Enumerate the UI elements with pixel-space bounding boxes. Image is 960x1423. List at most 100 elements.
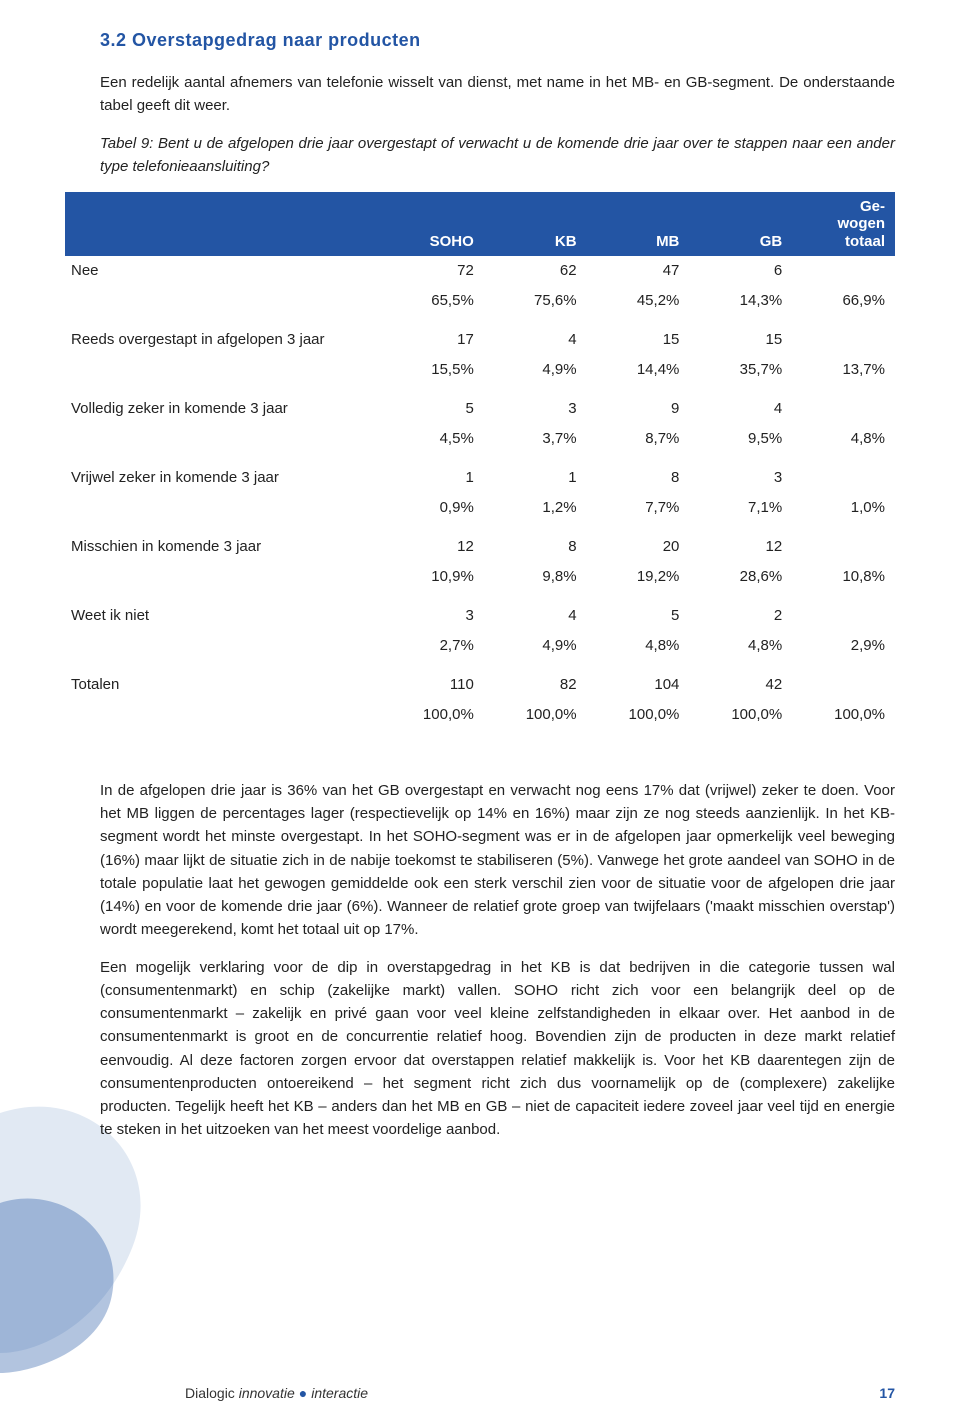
col-blank	[65, 192, 381, 256]
cell: 8,7%	[587, 424, 690, 463]
cell: 4	[484, 601, 587, 632]
table-row: Weet ik niet3452	[65, 601, 895, 632]
cell: 4,9%	[484, 631, 587, 670]
cell: 104	[587, 670, 690, 701]
cell: 4,8%	[689, 631, 792, 670]
row-label	[65, 700, 381, 739]
row-label	[65, 424, 381, 463]
col-totaal: Ge-wogentotaal	[792, 192, 895, 256]
cell: 14,4%	[587, 355, 690, 394]
cell: 15	[689, 325, 792, 356]
table-row: Reeds overgestapt in afgelopen 3 jaar174…	[65, 325, 895, 356]
cell: 3,7%	[484, 424, 587, 463]
cell: 100,0%	[484, 700, 587, 739]
cell: 1	[484, 463, 587, 494]
page-footer: Dialogic innovatie●interactie 17	[65, 1385, 895, 1401]
cell	[792, 256, 895, 287]
table-row: 100,0%100,0%100,0%100,0%100,0%	[65, 700, 895, 739]
cell	[792, 394, 895, 425]
footer-brand-dot: ●	[295, 1385, 311, 1401]
cell: 14,3%	[689, 286, 792, 325]
cell: 2	[689, 601, 792, 632]
col-gb: GB	[689, 192, 792, 256]
cell: 72	[381, 256, 484, 287]
cell: 8	[484, 532, 587, 563]
cell	[792, 532, 895, 563]
row-label: Volledig zeker in komende 3 jaar	[65, 394, 381, 425]
swoosh-shape-1	[0, 1107, 141, 1353]
cell: 9	[587, 394, 690, 425]
cell	[792, 601, 895, 632]
cell: 10,9%	[381, 562, 484, 601]
table-row: Misschien in komende 3 jaar1282012	[65, 532, 895, 563]
cell: 13,7%	[792, 355, 895, 394]
col-mb: MB	[587, 192, 690, 256]
table-header-row: SOHO KB MB GB Ge-wogentotaal	[65, 192, 895, 256]
cell: 65,5%	[381, 286, 484, 325]
cell: 5	[587, 601, 690, 632]
cell: 66,9%	[792, 286, 895, 325]
section-heading: 3.2 Overstapgedrag naar producten	[100, 30, 895, 51]
cell: 62	[484, 256, 587, 287]
cell: 4,8%	[792, 424, 895, 463]
row-label: Misschien in komende 3 jaar	[65, 532, 381, 563]
table-row: Nee7262476	[65, 256, 895, 287]
cell: 12	[381, 532, 484, 563]
row-label: Vrijwel zeker in komende 3 jaar	[65, 463, 381, 494]
footer-brand-italic2: interactie	[311, 1385, 368, 1401]
row-label: Totalen	[65, 670, 381, 701]
cell: 9,5%	[689, 424, 792, 463]
cell: 4,9%	[484, 355, 587, 394]
cell: 100,0%	[587, 700, 690, 739]
cell	[792, 325, 895, 356]
footer-brand-plain: Dialogic	[185, 1385, 239, 1401]
cell: 15,5%	[381, 355, 484, 394]
cell	[792, 463, 895, 494]
cell: 1,2%	[484, 493, 587, 532]
cell: 20	[587, 532, 690, 563]
cell: 9,8%	[484, 562, 587, 601]
table-row: 10,9%9,8%19,2%28,6%10,8%	[65, 562, 895, 601]
cell: 6	[689, 256, 792, 287]
cell: 3	[381, 601, 484, 632]
cell: 100,0%	[792, 700, 895, 739]
table-row: Totalen1108210442	[65, 670, 895, 701]
cell: 45,2%	[587, 286, 690, 325]
cell	[792, 670, 895, 701]
cell: 28,6%	[689, 562, 792, 601]
cell: 42	[689, 670, 792, 701]
row-label: Reeds overgestapt in afgelopen 3 jaar	[65, 325, 381, 356]
cell: 1	[381, 463, 484, 494]
cell: 2,9%	[792, 631, 895, 670]
cell: 4,8%	[587, 631, 690, 670]
cell: 75,6%	[484, 286, 587, 325]
table-row: Vrijwel zeker in komende 3 jaar1183	[65, 463, 895, 494]
cell: 5	[381, 394, 484, 425]
table-caption: Tabel 9: Bent u de afgelopen drie jaar o…	[100, 132, 895, 179]
table-body: Nee726247665,5%75,6%45,2%14,3%66,9%Reeds…	[65, 256, 895, 739]
row-label	[65, 631, 381, 670]
row-label: Nee	[65, 256, 381, 287]
cell: 100,0%	[381, 700, 484, 739]
swoosh-shape-2	[0, 1199, 113, 1373]
table-row: 0,9%1,2%7,7%7,1%1,0%	[65, 493, 895, 532]
row-label	[65, 286, 381, 325]
cell: 12	[689, 532, 792, 563]
cell: 47	[587, 256, 690, 287]
row-label	[65, 355, 381, 394]
cell: 10,8%	[792, 562, 895, 601]
intro-paragraph: Een redelijk aantal afnemers van telefon…	[100, 71, 895, 118]
cell: 4	[689, 394, 792, 425]
cell: 3	[484, 394, 587, 425]
cell: 35,7%	[689, 355, 792, 394]
cell: 0,9%	[381, 493, 484, 532]
cell: 7,7%	[587, 493, 690, 532]
data-table: SOHO KB MB GB Ge-wogentotaal Nee72624766…	[65, 192, 895, 739]
page-number: 17	[879, 1385, 895, 1401]
cell: 100,0%	[689, 700, 792, 739]
table-row: 15,5%4,9%14,4%35,7%13,7%	[65, 355, 895, 394]
col-soho: SOHO	[381, 192, 484, 256]
table-row: 4,5%3,7%8,7%9,5%4,8%	[65, 424, 895, 463]
cell: 2,7%	[381, 631, 484, 670]
cell: 82	[484, 670, 587, 701]
